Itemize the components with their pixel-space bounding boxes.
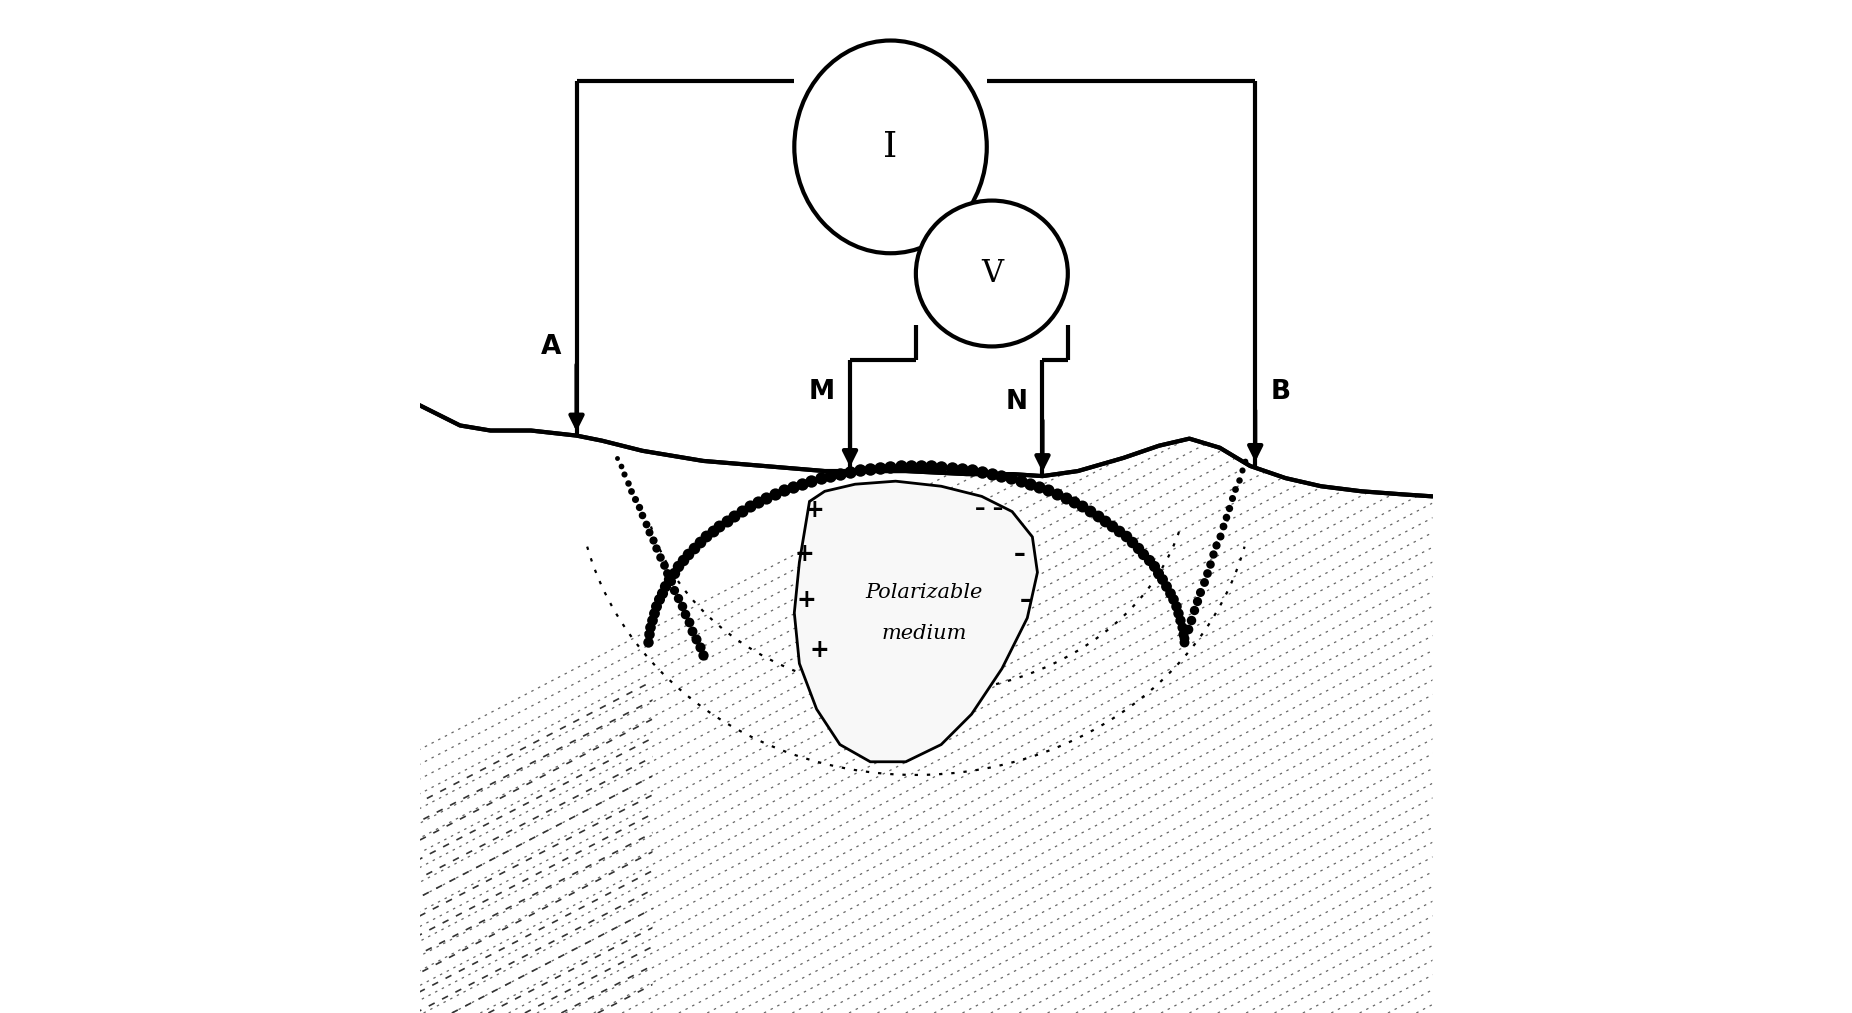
Text: –: – — [1013, 542, 1024, 566]
Text: N: N — [1006, 389, 1028, 415]
Text: +: + — [796, 588, 817, 612]
Text: medium: medium — [882, 624, 967, 642]
Text: I: I — [883, 130, 898, 164]
Ellipse shape — [917, 201, 1069, 346]
Text: +: + — [795, 542, 815, 566]
Polygon shape — [795, 481, 1037, 762]
Text: +: + — [806, 497, 824, 522]
Text: A: A — [541, 333, 561, 360]
Text: +: + — [809, 638, 830, 663]
Text: –: – — [1019, 588, 1032, 612]
Ellipse shape — [795, 41, 987, 253]
Text: Polarizable: Polarizable — [865, 583, 983, 602]
Polygon shape — [420, 405, 1432, 1013]
Text: V: V — [982, 258, 1004, 289]
Text: M: M — [809, 379, 835, 405]
Text: B: B — [1270, 379, 1291, 405]
Text: – –: – – — [974, 498, 1004, 519]
